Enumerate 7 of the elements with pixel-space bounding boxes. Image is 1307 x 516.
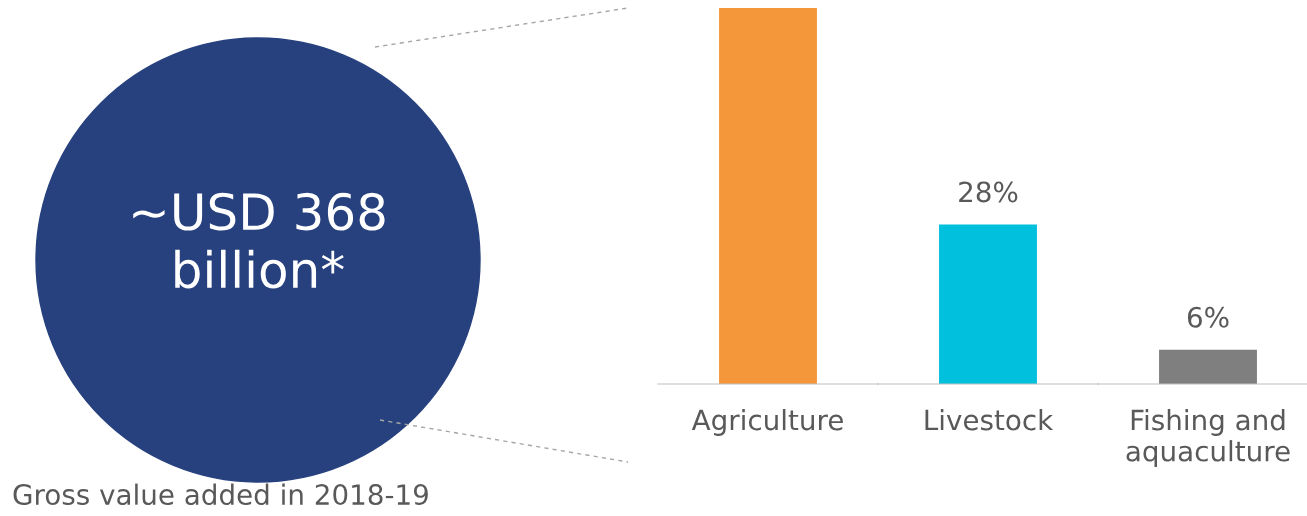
x-tick-label: Livestock bbox=[925, 409, 1054, 431]
text: ~USD 368 billion* bbox=[133, 192, 385, 289]
text: Gross value added in 2018-19 bbox=[13, 483, 428, 506]
x-tick-label: Fishing and aquaculture bbox=[1126, 409, 1290, 467]
data-label: 28% bbox=[959, 181, 1018, 203]
x-tick-label: Agriculture bbox=[691, 409, 843, 436]
data-label: 6% bbox=[1187, 306, 1229, 328]
